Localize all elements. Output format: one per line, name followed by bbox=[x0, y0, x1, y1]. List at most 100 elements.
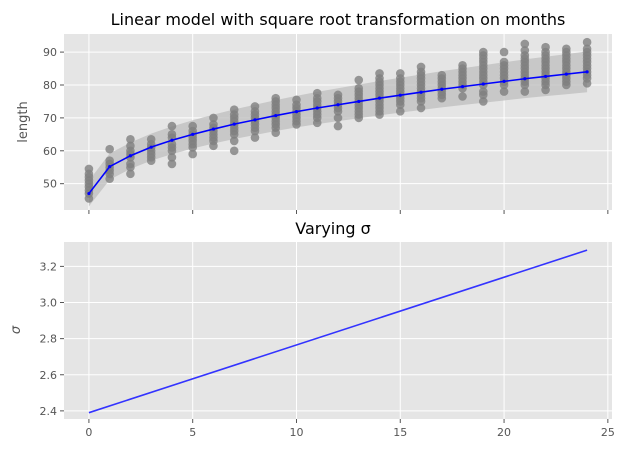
top-scatter-point-133 bbox=[375, 69, 384, 78]
top-scatter-point-197 bbox=[499, 47, 509, 57]
bot-x-tick-label-2: 10 bbox=[289, 426, 303, 439]
top-line-marker-7 bbox=[232, 122, 236, 126]
bot-x-tick-label-0: 0 bbox=[85, 426, 92, 439]
bottom-chart-y-ticks: 2.4 2.6 2.8 3.0 3.2 bbox=[40, 260, 64, 418]
top-scatter-point-16 bbox=[126, 169, 135, 179]
top-line-marker-1 bbox=[108, 164, 112, 169]
top-scatter-point-39 bbox=[188, 149, 197, 159]
top-scatter-point-102 bbox=[333, 121, 343, 131]
top-scatter-point-173 bbox=[458, 60, 467, 70]
top-chart-fit-line bbox=[87, 70, 589, 196]
top-line-marker-5 bbox=[191, 132, 195, 136]
bot-x-tick-label-1: 5 bbox=[189, 426, 196, 439]
top-scatter-point-246 bbox=[582, 44, 592, 54]
top-line-marker-4 bbox=[170, 138, 174, 142]
top-y-tick-label-3: 80 bbox=[43, 79, 57, 92]
top-scatter-point-14 bbox=[105, 156, 114, 165]
bot-y-tick-label-1: 2.6 bbox=[40, 369, 58, 382]
top-line-marker-17 bbox=[440, 87, 444, 91]
bot-x-tick-label-4: 20 bbox=[497, 426, 511, 439]
top-scatter-point-235 bbox=[562, 44, 571, 54]
top-scatter-point-174 bbox=[479, 97, 488, 106]
top-scatter-point-23 bbox=[126, 134, 135, 144]
top-chart-panel: 50 60 70 80 90 Linear model with square root… bbox=[16, 10, 612, 214]
top-line-marker-8 bbox=[253, 118, 257, 122]
top-scatter-point-198 bbox=[520, 87, 530, 96]
top-scatter-point-109 bbox=[333, 90, 343, 100]
top-scatter-point-144 bbox=[395, 69, 405, 78]
bot-line-series-0 bbox=[88, 249, 588, 414]
top-line-marker-18 bbox=[460, 85, 465, 89]
top-scatter-point-103 bbox=[333, 113, 343, 123]
top-scatter-point-73 bbox=[250, 102, 260, 111]
top-line-marker-19 bbox=[481, 82, 485, 86]
top-y-tick-label-1: 60 bbox=[43, 145, 57, 158]
top-line-marker-2 bbox=[128, 154, 133, 158]
top-scatter-point-31 bbox=[167, 159, 177, 169]
top-line-marker-24 bbox=[585, 70, 589, 74]
top-line-marker-13 bbox=[357, 99, 361, 104]
top-scatter-point-120 bbox=[354, 75, 364, 85]
top-scatter-point-145 bbox=[416, 103, 426, 113]
top-scatter-point-30 bbox=[146, 134, 156, 144]
top-line-marker-14 bbox=[377, 96, 382, 100]
top-scatter-point-38 bbox=[167, 121, 177, 131]
bot-y-tick-label-4: 3.2 bbox=[40, 260, 58, 273]
top-line-marker-16 bbox=[419, 90, 423, 94]
top-line-marker-3 bbox=[149, 145, 153, 149]
top-scatter-point-56 bbox=[229, 136, 239, 146]
top-scatter-point-54 bbox=[209, 113, 218, 123]
top-scatter-point-8 bbox=[84, 164, 94, 174]
top-scatter-point-188 bbox=[499, 87, 509, 96]
bottom-chart-x-ticks: 0 5 10 15 20 25 bbox=[85, 419, 615, 439]
top-scatter-point-65 bbox=[250, 133, 260, 142]
bot-x-tick-label-5: 25 bbox=[601, 426, 615, 439]
top-scatter-point-156 bbox=[416, 62, 426, 72]
top-scatter-point-18 bbox=[126, 159, 135, 169]
top-scatter-point-196 bbox=[499, 57, 509, 67]
top-line-marker-6 bbox=[211, 127, 216, 131]
top-chart-title: Linear model with square root transforma… bbox=[111, 10, 566, 29]
top-scatter-point-84 bbox=[271, 93, 281, 103]
top-scatter-point-187 bbox=[479, 47, 488, 57]
top-y-tick-label-2: 70 bbox=[43, 112, 57, 125]
top-scatter-point-46 bbox=[188, 121, 197, 131]
top-line-marker-0 bbox=[87, 191, 91, 196]
top-scatter-point-55 bbox=[229, 146, 239, 156]
bottom-chart-title: Varying σ bbox=[295, 219, 371, 238]
top-line-marker-10 bbox=[294, 110, 299, 114]
top-scatter-point-209 bbox=[520, 46, 530, 55]
top-scatter-point-37 bbox=[167, 130, 177, 139]
top-line-marker-15 bbox=[398, 93, 402, 97]
top-scatter-point-165 bbox=[458, 92, 467, 101]
bot-y-tick-label-2: 2.8 bbox=[40, 333, 58, 346]
top-scatter-point-53 bbox=[209, 120, 218, 129]
top-scatter-point-101 bbox=[312, 88, 322, 98]
top-scatter-point-119 bbox=[354, 83, 364, 93]
top-chart-y-axis-label: length bbox=[16, 101, 31, 142]
top-scatter-point-22 bbox=[126, 141, 135, 151]
bot-x-tick-label-3: 15 bbox=[393, 426, 407, 439]
top-scatter-point-134 bbox=[395, 107, 405, 116]
top-scatter-point-35 bbox=[167, 139, 177, 149]
bot-y-tick-label-3: 3.0 bbox=[40, 297, 58, 310]
bottom-chart-sigma-line bbox=[88, 249, 588, 414]
bottom-chart-panel: 2.4 2.6 2.8 3.0 3.2 0 5 10 15 20 25 Varying σ σ bbox=[9, 219, 615, 439]
top-line-marker-12 bbox=[336, 103, 340, 107]
top-scatter-point-32 bbox=[167, 153, 177, 162]
top-scatter-point-223 bbox=[541, 42, 550, 52]
top-scatter-point-247 bbox=[582, 37, 592, 47]
top-line-marker-11 bbox=[315, 106, 319, 110]
top-chart-x-ticks bbox=[88, 210, 609, 214]
top-scatter-point-92 bbox=[292, 95, 301, 105]
top-line-marker-23 bbox=[564, 72, 568, 76]
top-scatter-point-176 bbox=[479, 87, 488, 96]
bottom-chart-grid bbox=[64, 242, 612, 419]
top-scatter-point-15 bbox=[105, 144, 114, 154]
top-line-marker-20 bbox=[502, 79, 506, 83]
top-y-tick-label-0: 50 bbox=[43, 178, 57, 191]
bot-y-tick-label-0: 2.4 bbox=[40, 405, 58, 418]
bottom-chart-y-axis-label: σ bbox=[9, 325, 24, 334]
top-scatter-point-64 bbox=[229, 105, 239, 114]
